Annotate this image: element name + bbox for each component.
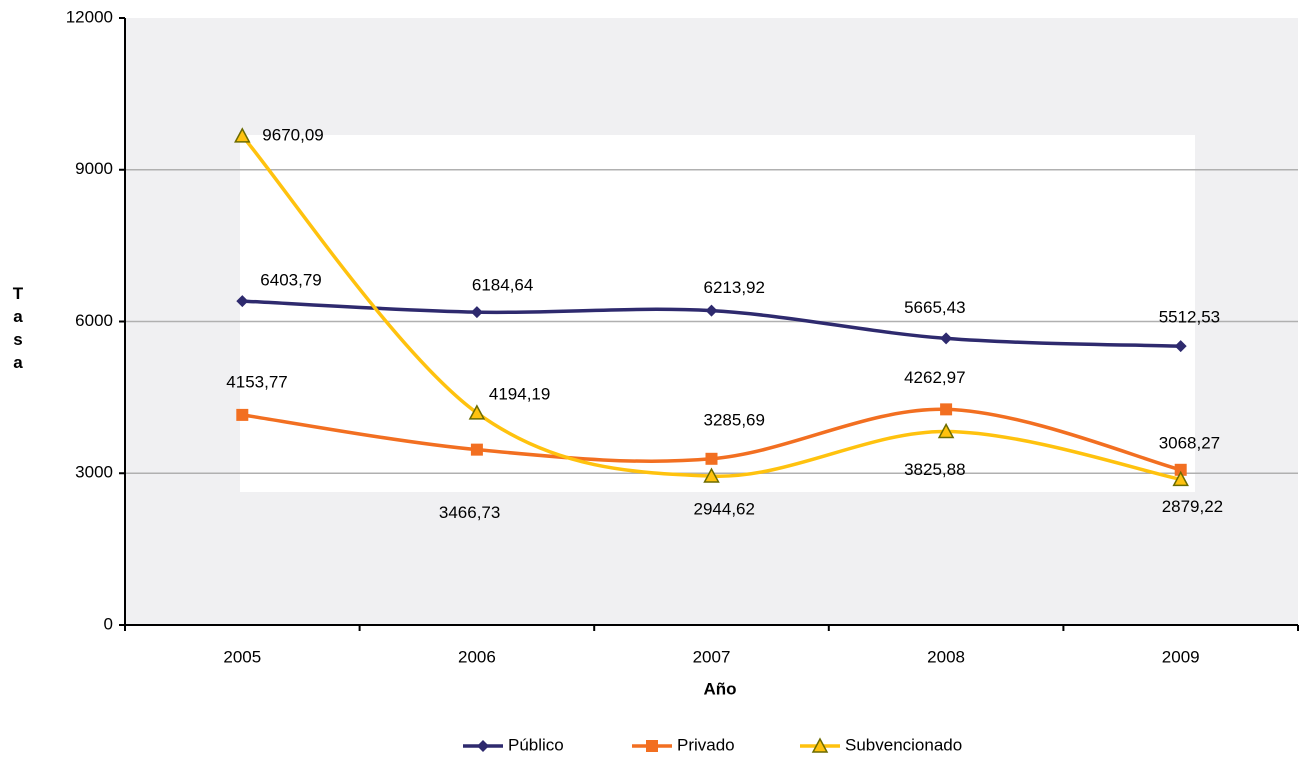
data-point (236, 408, 249, 421)
x-tick-label: 2006 (458, 647, 496, 666)
data-point (236, 295, 249, 308)
data-point (1174, 340, 1187, 353)
y-axis-title: Tasa (9, 284, 28, 376)
legend-marker (477, 740, 489, 752)
data-label: 3285,69 (704, 410, 765, 429)
data-label: 5665,43 (904, 298, 965, 317)
data-label: 2944,62 (694, 500, 755, 519)
data-point (940, 332, 953, 345)
legend-marker (811, 737, 829, 753)
data-label: 3068,27 (1159, 433, 1220, 452)
data-label: 6184,64 (472, 276, 533, 295)
label-area (240, 135, 1195, 492)
data-point (937, 422, 955, 439)
data-point (1172, 470, 1189, 487)
data-point (234, 127, 251, 143)
legend-label: Privado (677, 735, 735, 754)
data-label: 4262,97 (904, 368, 965, 387)
data-point (470, 306, 483, 319)
y-tick-label: 6000 (75, 311, 113, 330)
x-tick-label: 2008 (927, 647, 965, 666)
data-point (468, 404, 486, 420)
y-tick-label: 0 (104, 614, 113, 633)
data-label: 3825,88 (904, 460, 965, 479)
legend-label: Subvencionado (845, 735, 962, 754)
x-tick-label: 2009 (1162, 647, 1200, 666)
data-point (940, 403, 953, 416)
data-label: 3466,73 (439, 503, 500, 522)
x-tick-label: 2007 (693, 647, 731, 666)
data-label: 4153,77 (226, 372, 287, 391)
data-point (703, 467, 720, 483)
data-point (705, 304, 718, 317)
legend-label: Público (508, 735, 564, 754)
y-tick-label: 12000 (66, 7, 113, 26)
series-line (240, 134, 1182, 482)
data-label: 5512,53 (1159, 308, 1220, 327)
data-label: 9670,09 (262, 125, 323, 144)
legend-marker (646, 740, 658, 752)
x-axis-title: Año (703, 679, 736, 698)
y-tick-label: 3000 (75, 463, 113, 482)
y-tick-label: 9000 (75, 159, 113, 178)
data-point (1174, 463, 1187, 476)
data-point (470, 443, 483, 456)
data-label: 4194,19 (489, 384, 550, 403)
x-tick-label: 2005 (223, 647, 261, 666)
data-label: 2879,22 (1162, 497, 1223, 516)
data-label: 6213,92 (704, 278, 765, 297)
data-point (705, 452, 718, 465)
data-label: 6403,79 (260, 271, 321, 290)
